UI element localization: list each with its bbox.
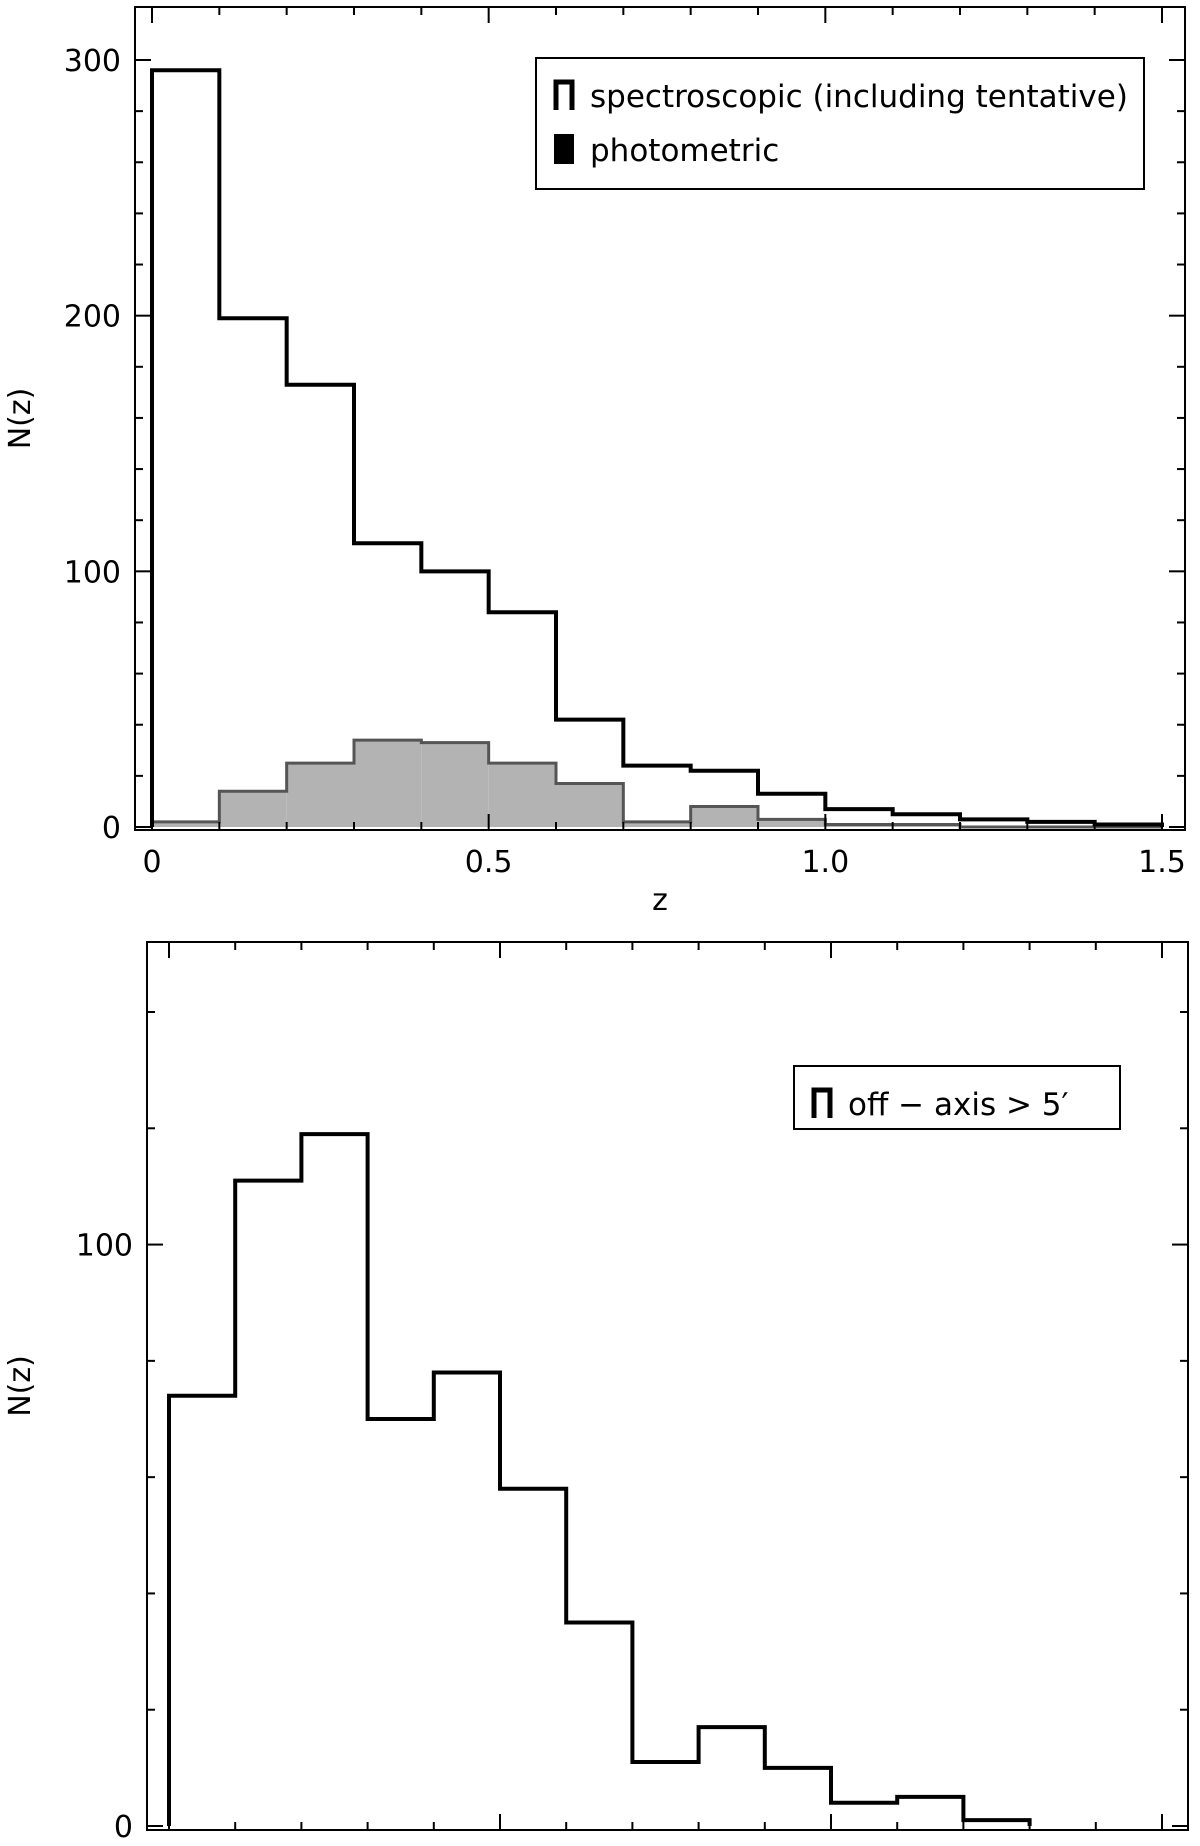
legend-box bbox=[535, 57, 1145, 190]
y-tick-label: 0 bbox=[102, 811, 121, 846]
y-axis-label: N(z) bbox=[3, 1355, 38, 1417]
histogram-bar bbox=[219, 791, 287, 827]
y-tick-label: 100 bbox=[76, 1229, 133, 1264]
histogram-bar bbox=[690, 806, 758, 827]
x-axis-label: z bbox=[652, 883, 668, 918]
histogram-edge bbox=[152, 738, 1162, 829]
histogram-bar bbox=[152, 821, 220, 827]
series-outline-1 bbox=[150, 68, 1164, 827]
histogram-step-line bbox=[167, 1132, 1032, 1826]
histogram-bar bbox=[623, 821, 691, 827]
y-tick-label: 0 bbox=[114, 1810, 133, 1845]
histogram-bar bbox=[286, 763, 354, 827]
chart-panel-1: 0 100 200 300 0 0.5 1.0 1.5 z N(z) spectroscopic (… bbox=[3, 6, 1186, 918]
chart-panel-2: 010000.51.01.5zN(z)off − axis > 5′ bbox=[3, 941, 1189, 1846]
legend: spectroscopic (including tentative) photo… bbox=[535, 57, 1145, 190]
histogram-bar bbox=[556, 783, 624, 827]
x-tick-label: 1.5 bbox=[1138, 845, 1186, 880]
legend-box bbox=[793, 1065, 1121, 1130]
series-outline-2 bbox=[167, 1132, 1032, 1826]
histogram-bar bbox=[758, 819, 826, 827]
histogram-step-line bbox=[150, 68, 1164, 827]
histogram-bar bbox=[421, 742, 489, 827]
legend-swatch-outline bbox=[811, 1087, 833, 1118]
legend-label: spectroscopic (including tentative) bbox=[590, 79, 1128, 115]
legend: off − axis > 5′ bbox=[793, 1065, 1121, 1130]
series-photometric-1 bbox=[152, 738, 1162, 829]
histogram-bar bbox=[488, 763, 556, 827]
y-tick-label: 100 bbox=[64, 555, 121, 590]
x-tick-label: 0.5 bbox=[465, 845, 513, 880]
y-tick-label: 300 bbox=[64, 44, 121, 79]
y-tick-label: 200 bbox=[64, 300, 121, 335]
legend-label: off − axis > 5′ bbox=[848, 1087, 1069, 1123]
x-tick-label: 0 bbox=[142, 845, 161, 880]
x-tick-label: 1.0 bbox=[801, 845, 849, 880]
legend-swatch-outline bbox=[553, 79, 575, 110]
legend-label: photometric bbox=[590, 133, 779, 169]
histogram-bar bbox=[354, 740, 422, 827]
legend-swatch-filled bbox=[554, 134, 574, 164]
y-axis-label: N(z) bbox=[3, 388, 38, 450]
plot-frame bbox=[146, 941, 1189, 1831]
